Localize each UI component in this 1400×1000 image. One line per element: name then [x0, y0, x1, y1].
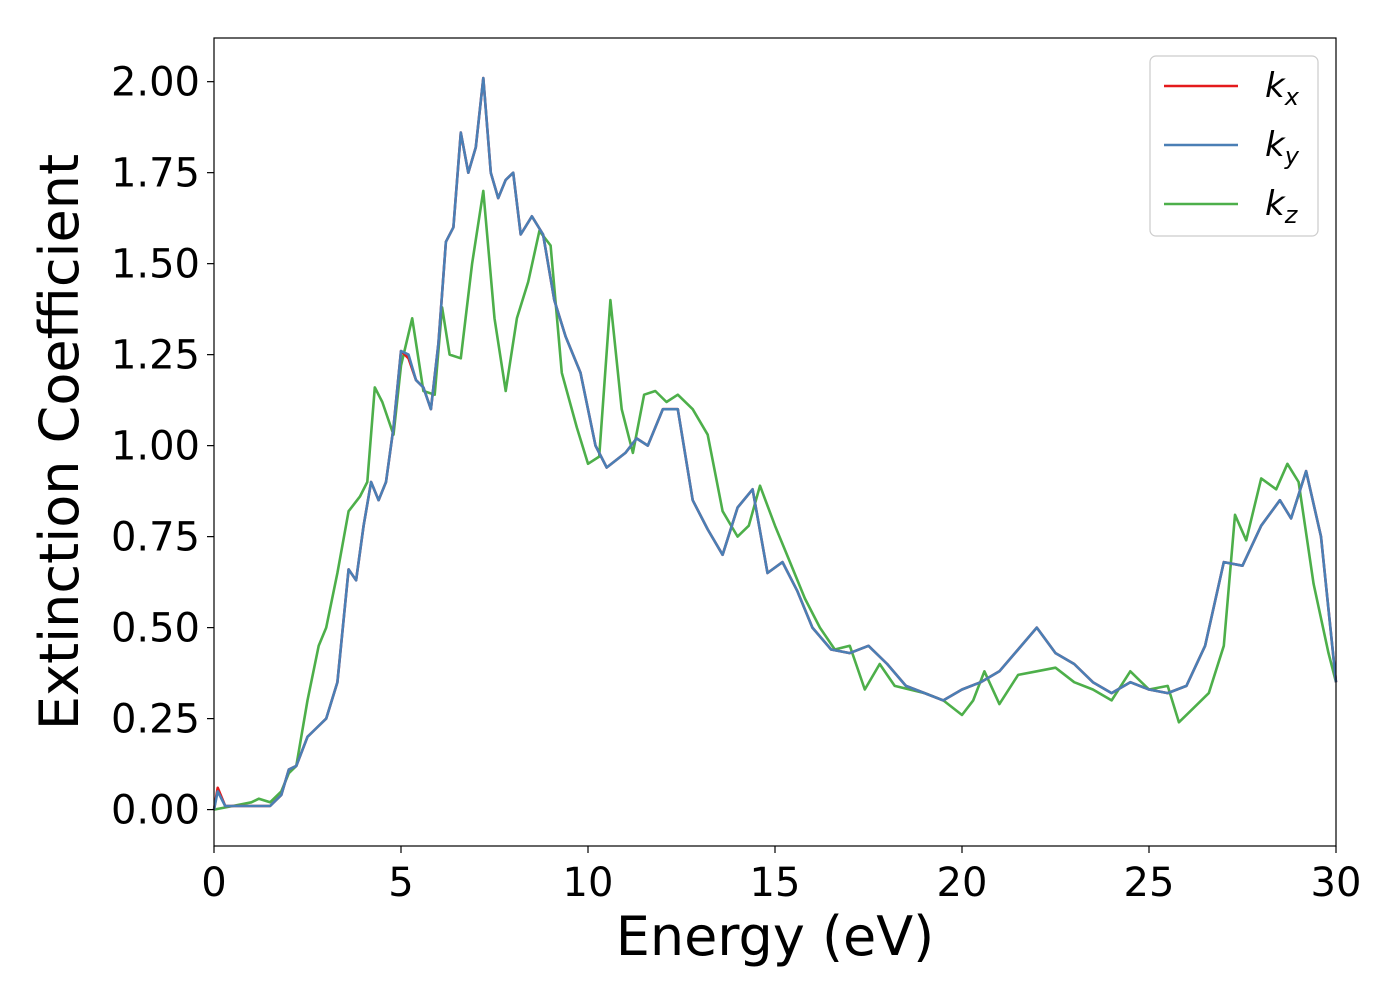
- series-layer: [212, 76, 1338, 811]
- legend-label-k-y: ky: [1265, 125, 1300, 170]
- legend-label-subscript: z: [1284, 201, 1299, 229]
- legend-label-subscript: x: [1284, 83, 1300, 111]
- legend-label-main: k: [1265, 125, 1286, 165]
- x-axis-ticks: 0 5 10 15 20 25 30: [201, 846, 1361, 906]
- x-tick-label: 10: [563, 860, 614, 906]
- y-axis-ticks: 0.00 0.25 0.50 0.75 1.00 1.25 1.50 1.75 2.00: [111, 60, 214, 834]
- x-tick-label: 15: [750, 860, 801, 906]
- y-tick-label: 0.00: [111, 788, 200, 834]
- x-tick-label: 0: [201, 860, 226, 906]
- x-axis-label: Energy (eV): [616, 905, 935, 968]
- legend-label-k-x: kx: [1265, 66, 1300, 111]
- y-tick-label: 1.50: [111, 242, 200, 288]
- y-tick-label: 1.75: [111, 151, 200, 197]
- y-tick-label: 0.75: [111, 515, 200, 561]
- series-line-k-z: [213, 189, 1338, 811]
- x-tick-label: 5: [388, 860, 413, 906]
- y-axis-label: Extinction Coefficient: [28, 154, 91, 730]
- x-tick-label: 30: [1311, 860, 1362, 906]
- x-tick-label: 25: [1124, 860, 1175, 906]
- series-line-k-y: [212, 76, 1338, 810]
- plot-area: [214, 38, 1336, 846]
- y-tick-label: 2.00: [111, 60, 200, 106]
- legend-label-subscript: y: [1284, 142, 1300, 170]
- legend-label-k-z: kz: [1265, 184, 1299, 229]
- y-tick-label: 0.25: [111, 697, 200, 743]
- y-tick-label: 1.25: [111, 333, 200, 379]
- y-tick-label: 0.50: [111, 606, 200, 652]
- legend-label-main: k: [1265, 66, 1286, 106]
- y-tick-label: 1.00: [111, 424, 200, 470]
- plot-frame: [213, 37, 1337, 847]
- legend-label-main: k: [1265, 184, 1286, 224]
- x-tick-label: 20: [937, 860, 988, 906]
